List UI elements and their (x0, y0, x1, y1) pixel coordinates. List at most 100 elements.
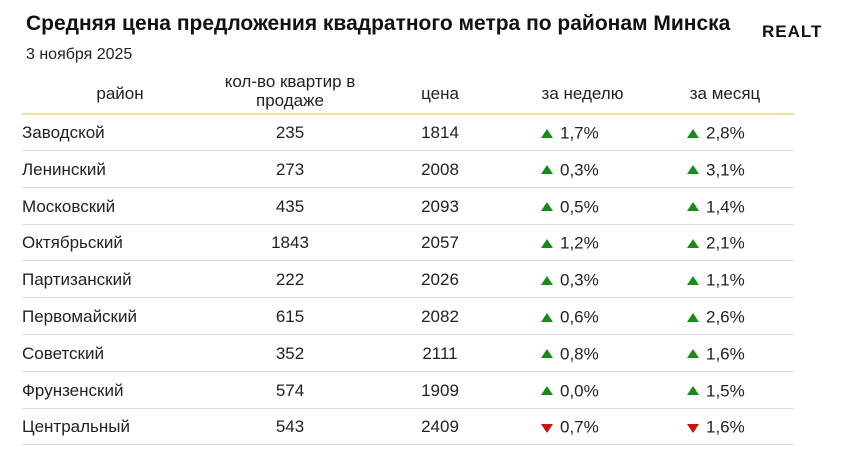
table-row: Фрунзенский 574 1909 0,0% 1,5% (0, 373, 854, 409)
triangle-up-icon (540, 200, 554, 214)
price-value: 2093 (421, 196, 459, 216)
change-month: 1,6% (686, 409, 766, 445)
listing-count: 352 (275, 343, 305, 363)
triangle-up-icon (540, 237, 554, 251)
change-month-value: 1,6% (706, 417, 745, 437)
change-week-value: 1,7% (560, 123, 599, 143)
table-row: Партизанский 222 2026 0,3% 1,1% (0, 262, 854, 299)
row-divider (22, 370, 794, 372)
change-month: 3,1% (686, 152, 766, 188)
change-week: 0,0% (540, 373, 620, 409)
triangle-up-icon (540, 311, 554, 325)
triangle-up-icon (686, 347, 700, 361)
change-month-value: 1,5% (706, 381, 745, 401)
table-row: Октябрьский 1843 2057 1,2% 2,1% (0, 225, 854, 262)
row-divider (22, 150, 794, 151)
district-name: Партизанский (22, 270, 132, 290)
change-week-value: 0,7% (560, 417, 599, 437)
change-week: 0,3% (540, 262, 620, 298)
triangle-up-icon (686, 127, 700, 141)
change-month: 2,8% (686, 115, 766, 151)
triangle-up-icon (540, 347, 554, 361)
listing-count: 543 (275, 417, 305, 437)
change-week: 0,7% (540, 409, 620, 445)
table-header: район кол-во квартир в продаже цена за н… (0, 68, 854, 114)
change-week-value: 1,2% (560, 233, 599, 253)
change-month-value: 1,6% (706, 344, 745, 364)
change-week-value: 0,6% (560, 307, 599, 327)
change-month: 1,1% (686, 262, 766, 298)
triangle-up-icon (686, 200, 700, 214)
triangle-up-icon (540, 163, 554, 177)
change-week: 1,7% (540, 115, 620, 151)
district-name: Первомайский (22, 307, 137, 326)
change-month-value: 2,1% (706, 233, 745, 253)
triangle-up-icon (540, 127, 554, 141)
row-divider (22, 444, 794, 446)
triangle-up-icon (686, 274, 700, 288)
price-value: 1909 (421, 380, 459, 400)
price-value: 2111 (422, 343, 458, 363)
change-week-value: 0,3% (560, 160, 599, 180)
row-divider (22, 223, 794, 225)
district-name: Фрунзенский (22, 380, 124, 400)
change-week: 0,5% (540, 189, 620, 225)
triangle-up-icon (540, 274, 554, 288)
change-month-value: 2,8% (706, 123, 745, 143)
district-name: Заводской (22, 123, 105, 142)
header-month: за месяц (689, 84, 761, 103)
listing-count: 615 (275, 307, 305, 326)
triangle-down-icon (686, 421, 700, 435)
row-divider (22, 407, 794, 409)
listing-count: 222 (275, 270, 305, 290)
change-week-value: 0,3% (560, 270, 599, 290)
table-row: Советский 352 2111 0,8% 1,6% (0, 336, 854, 372)
change-week: 0,8% (540, 336, 620, 372)
header-divider (22, 113, 794, 115)
row-divider (22, 260, 794, 262)
realt-logo: REALT (762, 22, 823, 41)
change-week: 1,2% (540, 225, 620, 261)
chart-title: Средняя цена предложения квадратного мет… (26, 12, 731, 35)
triangle-up-icon (540, 384, 554, 398)
price-value: 2409 (421, 417, 459, 437)
change-week-value: 0,0% (560, 381, 599, 401)
change-month-value: 1,4% (706, 197, 745, 217)
table-row: Первомайский 615 2082 0,6% 2,6% (0, 299, 854, 335)
price-value: 2008 (421, 159, 459, 179)
price-value: 2026 (421, 270, 459, 290)
change-month-value: 2,6% (706, 307, 745, 327)
listing-count: 435 (275, 196, 305, 216)
price-value: 2082 (421, 307, 459, 326)
table-row: Московский 435 2093 0,5% 1,4% (0, 189, 854, 225)
district-name: Ленинский (22, 159, 106, 179)
row-divider (22, 186, 794, 188)
triangle-up-icon (686, 311, 700, 325)
table-row: Центральный 543 2409 0,7% 1,6% (0, 409, 854, 446)
district-name: Московский (22, 196, 116, 216)
district-name: Советский (22, 343, 104, 363)
triangle-up-icon (686, 237, 700, 251)
row-divider (22, 297, 794, 299)
triangle-up-icon (686, 384, 700, 398)
listing-count: 574 (275, 380, 305, 400)
district-name: Центральный (22, 417, 130, 437)
price-value: 2057 (421, 233, 459, 253)
chart-date: 3 ноября 2025 (26, 46, 133, 63)
change-month: 2,1% (686, 225, 766, 261)
header-week: за неделю (541, 84, 624, 103)
change-week-value: 0,5% (560, 197, 599, 217)
row-divider (22, 334, 794, 335)
change-month: 2,6% (686, 299, 766, 335)
header-price: цена (421, 84, 459, 103)
listing-count: 1843 (271, 233, 309, 253)
table-row: Ленинский 273 2008 0,3% 3,1% (0, 152, 854, 188)
triangle-up-icon (686, 163, 700, 177)
listing-count: 273 (275, 159, 305, 179)
change-month: 1,6% (686, 336, 766, 372)
table-row: Заводской 235 1814 1,7% 2,8% (0, 115, 854, 151)
change-month: 1,5% (686, 373, 766, 409)
district-name: Октябрьский (22, 233, 123, 253)
header-district: район (96, 84, 144, 103)
change-week: 0,6% (540, 299, 620, 335)
